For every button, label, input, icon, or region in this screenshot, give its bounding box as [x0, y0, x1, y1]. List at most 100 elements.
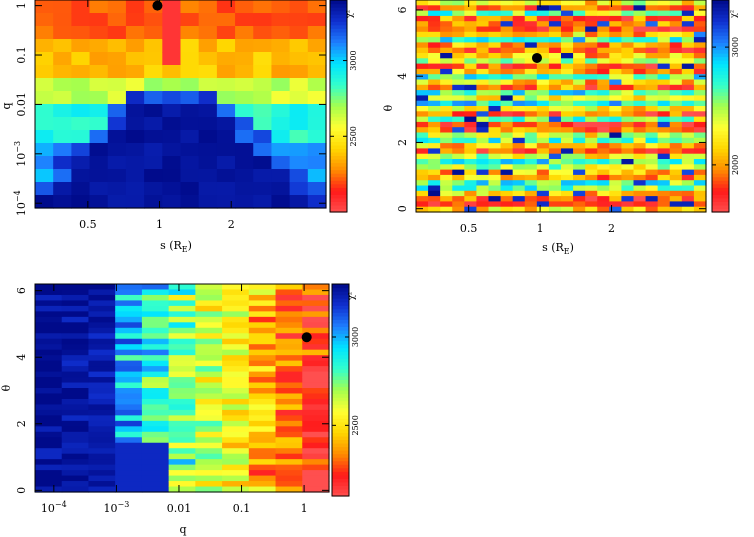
- heatmap-cell: [573, 100, 586, 107]
- heatmap-cell: [416, 121, 429, 128]
- heatmap-cell: [633, 169, 647, 176]
- heatmap-cell: [61, 349, 90, 356]
- heatmap-cell: [302, 377, 330, 384]
- heatmap-cell: [253, 65, 273, 79]
- heatmap-cell: [524, 5, 538, 12]
- heatmap-cell: [253, 104, 273, 118]
- heatmap-cell: [115, 327, 143, 334]
- heatmap-cell: [275, 338, 303, 345]
- heatmap-cell: [88, 333, 116, 340]
- heatmap-cell: [500, 79, 514, 86]
- heatmap-cell: [512, 159, 526, 165]
- heatmap-cell: [512, 121, 526, 128]
- heatmap-cell: [168, 431, 196, 438]
- heatmap-cell: [476, 196, 490, 202]
- panel-s-q: 0.5 1 2 10−410−30.010.11 s (RE) q 25003000…: [0, 0, 358, 254]
- heatmap-cell: [573, 26, 586, 33]
- heatmap-cell: [681, 42, 695, 49]
- colorbar-segment: [712, 155, 729, 160]
- heatmap-cell: [144, 182, 163, 196]
- heatmap-cell: [141, 322, 170, 329]
- heatmap-cell: [561, 180, 574, 187]
- heatmap-cell: [669, 90, 683, 96]
- heatmap-cell: [289, 143, 309, 157]
- heatmap-cell: [561, 37, 574, 43]
- heatmap-cell: [35, 398, 63, 406]
- colorbar-segment: [332, 291, 349, 296]
- heatmap-cell: [141, 327, 170, 334]
- colorbar-segment: [332, 446, 349, 451]
- heatmap-cell: [35, 130, 54, 144]
- heatmap-cell: [195, 442, 223, 449]
- heatmap-cell: [681, 206, 695, 213]
- heatmap-cell: [195, 344, 223, 351]
- heatmap-cell: [275, 371, 303, 378]
- y-tick-label: 0.1: [15, 46, 28, 64]
- heatmap-cell: [621, 95, 635, 102]
- heatmap-cell: [645, 90, 659, 96]
- heatmap-cell: [488, 201, 502, 208]
- colorbar-segment: [712, 113, 729, 118]
- heatmap-cell: [633, 153, 647, 160]
- heatmap-cell: [107, 143, 127, 157]
- heatmap-cell: [669, 58, 683, 65]
- heatmap-cell: [561, 21, 574, 28]
- heatmap-cell: [645, 137, 659, 144]
- heatmap-cell: [440, 100, 453, 107]
- heatmap-cell: [645, 111, 659, 118]
- heatmap-cell: [621, 106, 635, 112]
- heatmap-cell: [681, 143, 695, 149]
- heatmap-cell: [633, 63, 647, 70]
- colorbar-segment: [332, 393, 349, 398]
- heatmap-cell: [693, 58, 707, 65]
- heatmap-cell: [275, 464, 303, 471]
- heatmap-cell: [585, 111, 598, 118]
- heatmap-cell: [35, 388, 63, 395]
- y-tick-label: 4: [15, 354, 28, 361]
- heatmap-cell: [585, 31, 598, 38]
- heatmap-cell: [248, 382, 277, 389]
- heatmap-cell: [53, 169, 72, 183]
- heatmap-cell: [681, 0, 695, 6]
- colorbar-segment: [330, 17, 347, 22]
- heatmap-cell: [548, 100, 562, 107]
- heatmap-cell: [248, 366, 277, 373]
- heatmap-cell: [302, 481, 330, 488]
- x-tick-label: 2: [228, 218, 235, 231]
- heatmap-cell: [53, 117, 72, 131]
- heatmap-cell: [669, 5, 683, 12]
- heatmap-cell: [536, 21, 550, 28]
- heatmap-cell: [669, 190, 683, 197]
- heatmap-cell: [657, 164, 671, 171]
- heatmap-cell: [585, 90, 598, 96]
- heatmap-cell: [289, 26, 309, 40]
- heatmap-cell: [512, 15, 526, 22]
- heatmap-cell: [609, 95, 623, 102]
- heatmap-cell: [633, 116, 647, 123]
- heatmap-cell: [302, 464, 330, 471]
- heatmap-cell: [464, 100, 478, 107]
- heatmap-cell: [452, 10, 465, 17]
- colorbar-segment: [332, 464, 349, 469]
- heatmap-cell: [235, 195, 254, 209]
- heatmap-cell: [275, 448, 303, 455]
- heatmap-cell: [275, 366, 303, 373]
- heatmap-cell: [452, 190, 465, 197]
- heatmap-cell: [440, 111, 453, 118]
- heatmap-cell: [35, 382, 63, 389]
- heatmap-cell: [609, 26, 623, 33]
- heatmap-cell: [464, 201, 478, 208]
- colorbar-segment: [330, 148, 347, 153]
- heatmap-cell: [693, 132, 707, 139]
- heatmap-cell: [609, 21, 623, 28]
- heatmap-cell: [597, 190, 610, 197]
- colorbar-segment: [332, 450, 349, 455]
- heatmap-cell: [144, 65, 163, 79]
- heatmap-cell: [141, 300, 170, 307]
- colorbar-segment: [712, 0, 729, 5]
- heatmap-cell: [302, 300, 330, 307]
- colorbar-segment: [332, 485, 349, 490]
- colorbar-tick-label: 2000: [731, 155, 740, 175]
- colorbar-segment: [330, 53, 347, 58]
- heatmap-cell: [500, 148, 514, 155]
